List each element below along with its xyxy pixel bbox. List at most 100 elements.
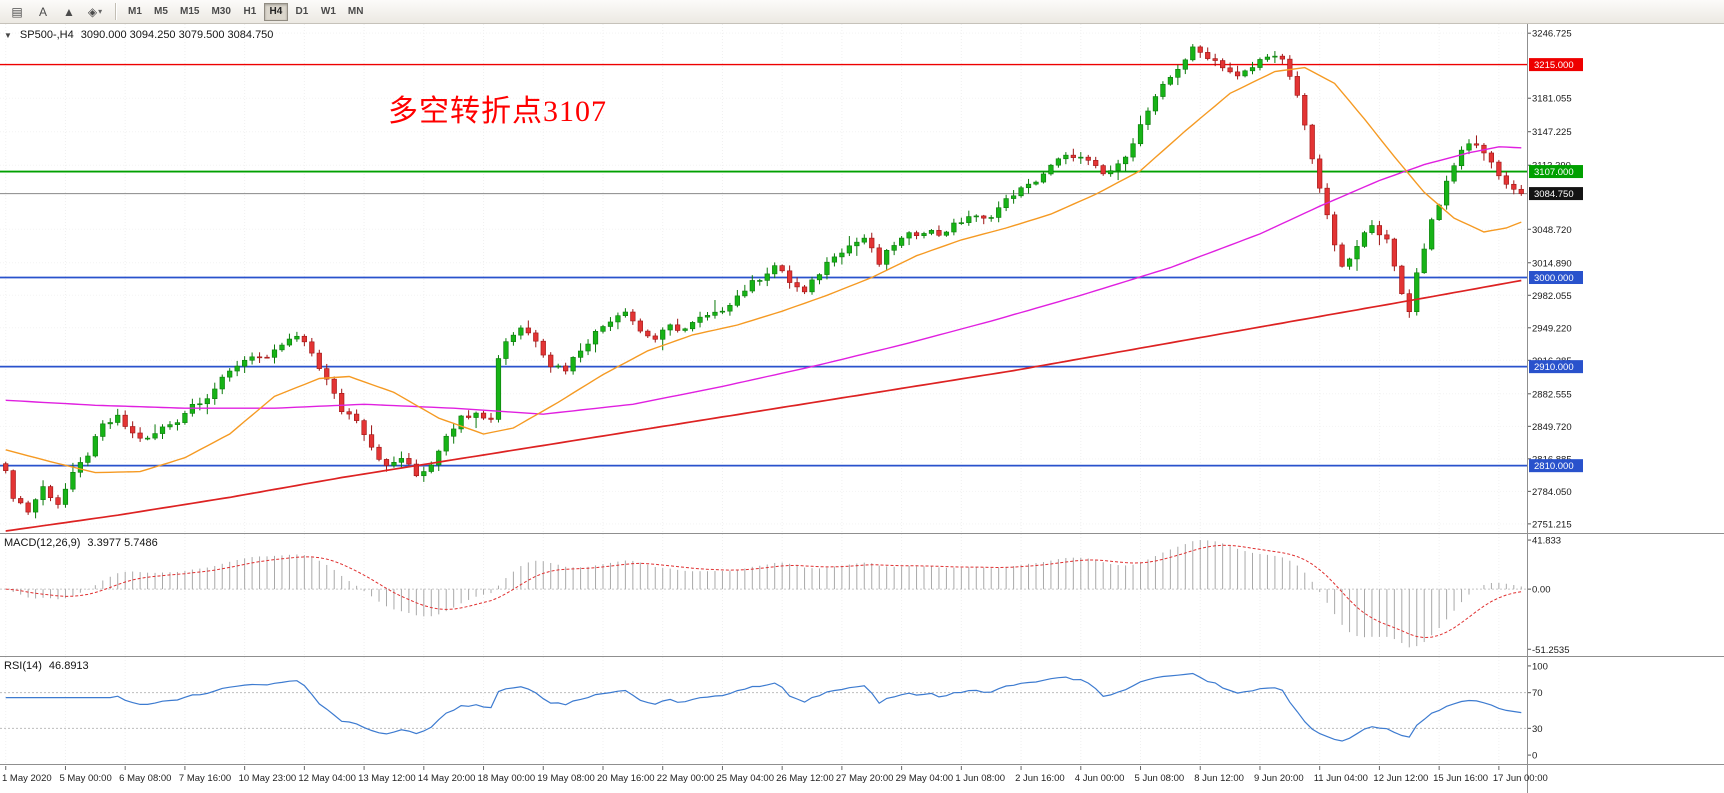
time-axis-label: 18 May 00:00	[478, 773, 536, 784]
time-axis-label: 1 Jun 08:00	[955, 773, 1005, 784]
price-tick-label: 3014.890	[1532, 258, 1572, 269]
macd-values: 3.3977 5.7486	[87, 537, 158, 549]
time-axis-label: 11 Jun 04:00	[1314, 773, 1368, 784]
price-badge-label: 3215.000	[1534, 60, 1574, 71]
macd-panel: 41.833 0.00 -51.2535	[0, 536, 1570, 656]
chart-ohlc-values: 3090.000 3094.250 3079.500 3084.750	[80, 29, 274, 41]
macd-axis-label: 0.00	[1532, 585, 1551, 596]
panel-borders	[0, 24, 1724, 793]
collapse-chart-icon[interactable]: ▼	[4, 30, 12, 40]
rsi-axis-label: 30	[1532, 724, 1543, 735]
price-scale[interactable]: 3246.7253181.0553147.2253113.3903048.720…	[1527, 29, 1583, 531]
timeframe-buttons-group: M1 M5 M15 M30 H1 H4 D1 W1 MN	[123, 2, 368, 21]
time-axis-label: 2 Jun 16:00	[1015, 773, 1065, 784]
time-axis-label: 17 Jun 00:00	[1493, 773, 1548, 784]
time-axis-label: 9 Jun 20:00	[1254, 773, 1304, 784]
time-axis-label: 1 May 2020	[2, 773, 52, 784]
price-tick-label: 2784.050	[1532, 487, 1572, 498]
time-axis-label: 25 May 04:00	[716, 773, 774, 784]
price-badge	[1529, 58, 1583, 72]
tf-button-H1[interactable]: H1	[243, 6, 257, 17]
text-label-tool-icon[interactable]: A	[38, 4, 47, 19]
price-tick-label: 3048.720	[1532, 225, 1572, 236]
time-axis-label: 8 Jun 12:00	[1194, 773, 1244, 784]
rsi-axis-label: 100	[1532, 661, 1548, 672]
macd-label: MACD(12,26,9)	[4, 537, 81, 549]
time-axis-label: 15 Jun 16:00	[1433, 773, 1488, 784]
time-axis-label: 27 May 20:00	[836, 773, 894, 784]
price-badge-label: 3000.000	[1534, 273, 1574, 284]
time-axis-label: 12 May 04:00	[298, 773, 356, 784]
toolbar-separator	[115, 3, 116, 20]
rsi-header: RSI(14) 46.8913	[4, 660, 89, 672]
rsi-line	[5, 672, 1522, 742]
tf-button-D1[interactable]: D1	[295, 6, 309, 17]
tf-button-W1[interactable]: W1	[320, 6, 336, 17]
time-axis-label: 26 May 12:00	[776, 773, 834, 784]
macd-axis-label: -51.2535	[1532, 645, 1570, 656]
grid-layer	[0, 24, 1527, 764]
chart-annotation-text[interactable]: 多空转折点3107	[388, 95, 607, 128]
time-axis-label: 6 May 08:00	[119, 773, 171, 784]
time-axis-label: 5 May 00:00	[59, 773, 111, 784]
tf-button-MN[interactable]: MN	[347, 6, 364, 17]
ma-line-mid[interactable]	[5, 146, 1522, 415]
chart-canvas[interactable]: 3246.7253181.0553147.2253113.3903048.720…	[0, 24, 1724, 793]
tf-button-M5[interactable]: M5	[154, 6, 168, 17]
candles-layer	[3, 44, 1524, 519]
time-axis-label: 13 May 12:00	[358, 773, 416, 784]
price-badge	[1529, 165, 1583, 179]
tf-button-H4[interactable]: H4	[263, 2, 288, 21]
price-badge	[1529, 459, 1583, 473]
price-badge-label: 2910.000	[1534, 362, 1574, 373]
dropdown-caret-icon: ▾	[98, 7, 103, 16]
time-axis-label: 29 May 04:00	[896, 773, 954, 784]
price-tick-label: 2882.555	[1532, 389, 1572, 400]
time-axis-label: 19 May 08:00	[537, 773, 595, 784]
price-tick-label: 3147.225	[1532, 127, 1572, 138]
toolbar: ▤ A ▲ ◈ ▾ M1 M5 M15 M30 H1 H4 D1 W1 MN	[0, 0, 1724, 24]
price-tick-label: 2982.055	[1532, 291, 1572, 302]
price-tick-label: 2751.215	[1532, 519, 1572, 530]
time-axis-label: 12 Jun 12:00	[1373, 773, 1428, 784]
price-badge	[1529, 187, 1583, 201]
chart-symbol-period: SP500-,H4	[19, 29, 74, 41]
chart-title-bar: ▼ SP500-,H4 3090.000 3094.250 3079.500 3…	[4, 29, 273, 41]
time-axis-label: 20 May 16:00	[597, 773, 655, 784]
chart-window-icon[interactable]: ▤	[11, 4, 23, 19]
ma-line-fast[interactable]	[5, 66, 1522, 474]
level-lines-layer	[0, 63, 1527, 467]
macd-header: MACD(12,26,9) 3.3977 5.7486	[4, 537, 158, 549]
price-badge-label: 3107.000	[1534, 167, 1574, 178]
tf-button-M30[interactable]: M30	[211, 6, 231, 17]
tf-button-M1[interactable]: M1	[128, 6, 142, 17]
cursor-tool-icon[interactable]: ▲	[63, 4, 75, 19]
time-axis-label: 14 May 20:00	[418, 773, 476, 784]
price-badge	[1529, 360, 1583, 374]
shapes-dropdown-icon[interactable]: ◈ ▾	[87, 4, 103, 19]
price-tick-label: 2849.720	[1532, 422, 1572, 433]
price-tick-label: 2949.220	[1532, 323, 1572, 334]
time-axis-label: 7 May 16:00	[179, 773, 231, 784]
ma-line-slow[interactable]	[5, 279, 1522, 532]
macd-signal-line	[5, 544, 1522, 639]
rsi-axis-label: 0	[1532, 751, 1537, 762]
time-axis-label: 5 Jun 08:00	[1135, 773, 1185, 784]
time-axis-label: 22 May 00:00	[657, 773, 715, 784]
rsi-value: 46.8913	[48, 660, 89, 672]
price-tick-label: 3246.725	[1532, 29, 1572, 40]
rsi-label: RSI(14)	[4, 660, 42, 672]
time-axis[interactable]: 1 May 2020 5 May 00:00 6 May 08:00 7 May 16…	[2, 766, 1548, 784]
drawing-tools-group: ▤ A ▲ ◈ ▾	[4, 1, 108, 22]
price-badge	[1529, 271, 1583, 285]
macd-axis-label: 41.833	[1532, 536, 1561, 547]
price-badge-label: 2810.000	[1534, 461, 1574, 472]
tf-button-M15[interactable]: M15	[180, 6, 200, 17]
price-badge-label: 3084.750	[1534, 189, 1574, 200]
rsi-axis-label: 70	[1532, 688, 1543, 699]
time-axis-label: 4 Jun 00:00	[1075, 773, 1125, 784]
rsi-panel: 100 70 30 0	[0, 661, 1548, 762]
time-axis-label: 10 May 23:00	[239, 773, 297, 784]
price-tick-label: 3181.055	[1532, 94, 1572, 105]
